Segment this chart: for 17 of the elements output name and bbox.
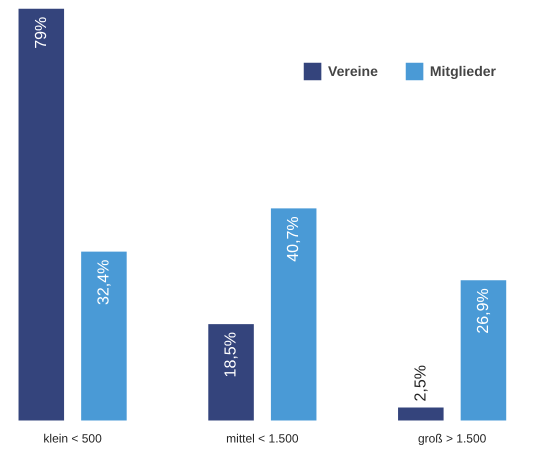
legend-label: Mitglieder (430, 63, 496, 79)
x-tick-label: klein < 500 (43, 432, 102, 446)
bar (208, 324, 254, 420)
x-tick-label: mittel < 1.500 (226, 432, 299, 446)
data-label: 79% (32, 16, 50, 49)
bar (270, 208, 316, 420)
bar (81, 252, 127, 420)
data-label: 40,7% (285, 216, 302, 262)
legend-label: Vereine (328, 63, 378, 79)
data-label: 32,4% (95, 260, 112, 305)
x-tick-label: groß > 1.500 (418, 432, 487, 446)
data-label: 18,5% (222, 332, 240, 378)
data-label: 26,9% (474, 288, 492, 334)
data-label: 2,5% (412, 365, 430, 402)
bar (18, 8, 64, 420)
bar (460, 280, 506, 420)
bar (398, 407, 444, 420)
